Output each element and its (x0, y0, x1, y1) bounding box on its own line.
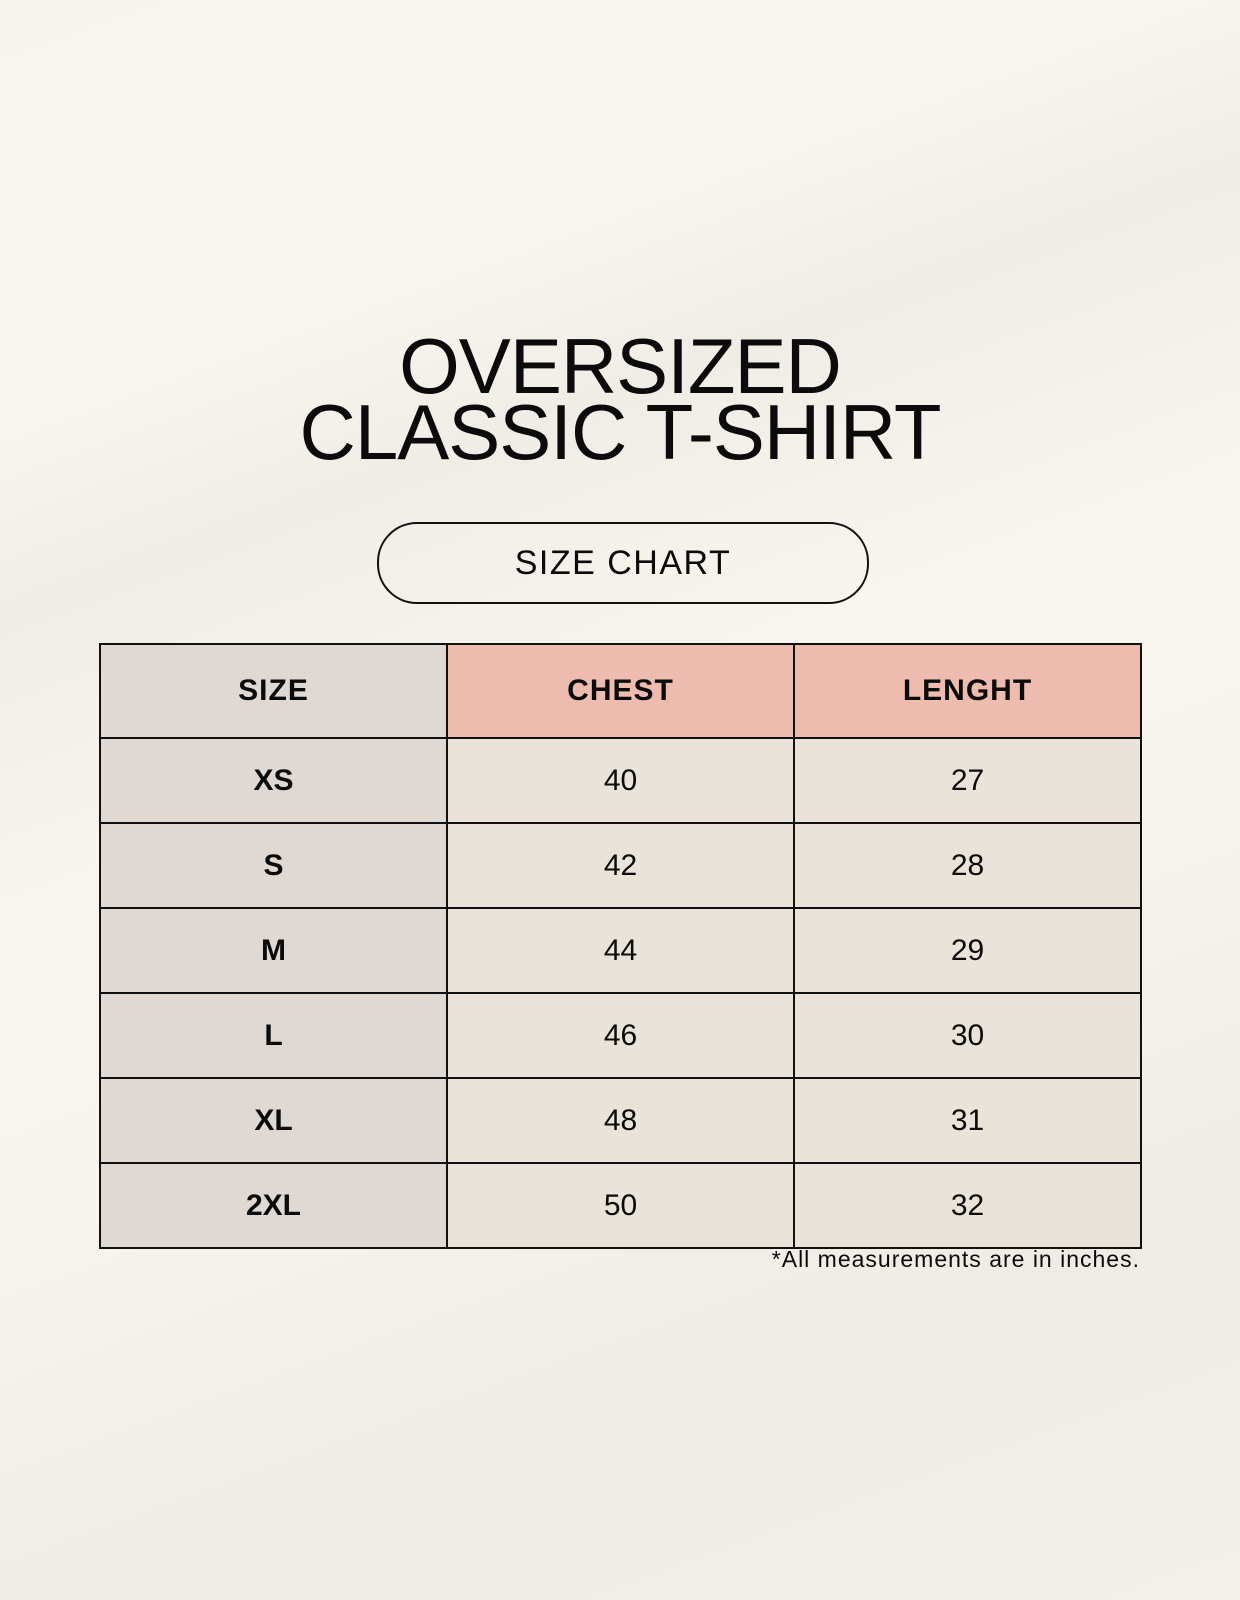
table-row: XS 40 27 (99, 737, 1142, 824)
size-cell: 2XL (99, 1162, 448, 1249)
table-row: 2XL 50 32 (99, 1162, 1142, 1249)
size-cell: M (99, 907, 448, 994)
table-row: S 42 28 (99, 822, 1142, 909)
footnote: *All measurements are in inches. (771, 1246, 1140, 1272)
table-header-row: SIZE CHEST LENGHT (99, 643, 1142, 739)
header-length: LENGHT (793, 643, 1142, 739)
chest-cell: 50 (446, 1162, 795, 1249)
page-title: OVERSIZED CLASSIC T-SHIRT (0, 322, 1240, 476)
title-line-1: OVERSIZED (399, 322, 842, 410)
size-cell: S (99, 822, 448, 909)
table-row: M 44 29 (99, 907, 1142, 994)
size-cell: L (99, 992, 448, 1079)
chest-cell: 48 (446, 1077, 795, 1164)
header-size: SIZE (99, 643, 448, 739)
table-row: L 46 30 (99, 992, 1142, 1079)
table-row: XL 48 31 (99, 1077, 1142, 1164)
chest-cell: 46 (446, 992, 795, 1079)
length-cell: 31 (793, 1077, 1142, 1164)
length-cell: 27 (793, 737, 1142, 824)
length-cell: 28 (793, 822, 1142, 909)
length-cell: 29 (793, 907, 1142, 994)
size-cell: XL (99, 1077, 448, 1164)
size-table: SIZE CHEST LENGHT XS 40 27 S 42 28 M 44 29 L 46 30 X… (99, 643, 1142, 1249)
size-cell: XS (99, 737, 448, 824)
header-chest: CHEST (446, 643, 795, 739)
chest-cell: 44 (446, 907, 795, 994)
chest-cell: 42 (446, 822, 795, 909)
length-cell: 30 (793, 992, 1142, 1079)
size-chart-badge: SIZE CHART (377, 522, 869, 604)
length-cell: 32 (793, 1162, 1142, 1249)
title-line-2: CLASSIC T-SHIRT (299, 388, 942, 476)
chest-cell: 40 (446, 737, 795, 824)
